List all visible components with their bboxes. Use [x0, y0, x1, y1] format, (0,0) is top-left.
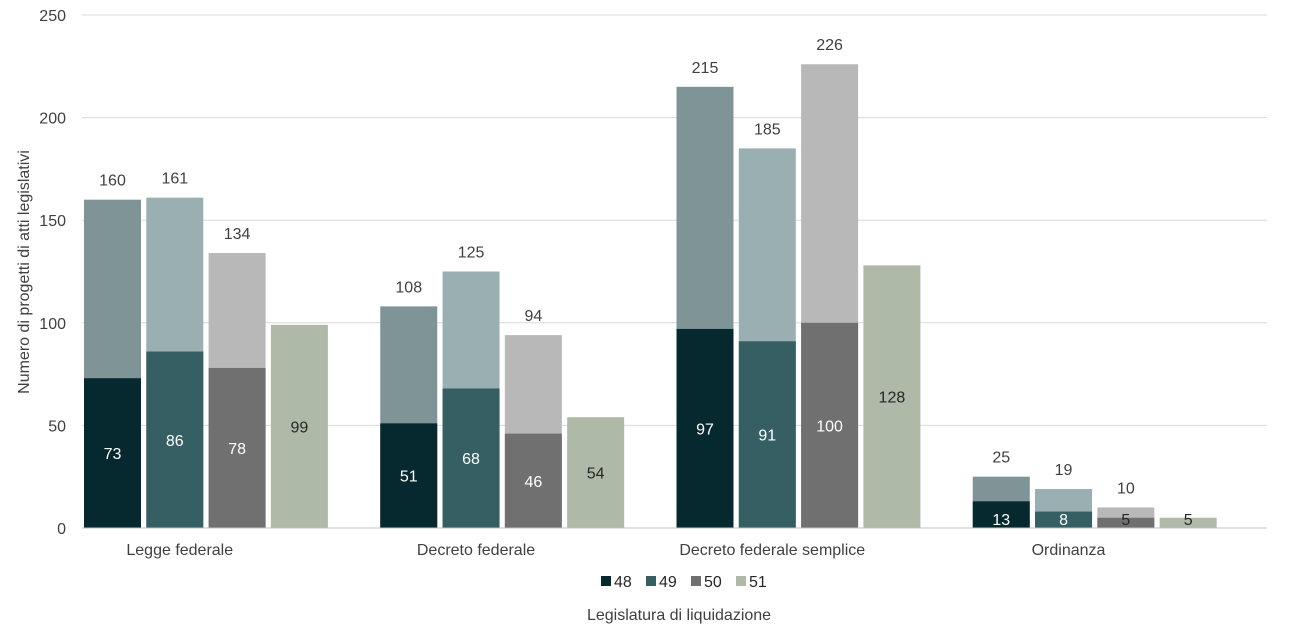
- total-label: 215: [692, 60, 719, 77]
- x-axis-title: Legislatura di liquidazione: [587, 607, 771, 624]
- y-tick-label: 0: [57, 521, 66, 538]
- category-label: Decreto federale semplice: [679, 542, 865, 559]
- total-label: 10: [1117, 480, 1135, 497]
- bar-48: [972, 501, 1030, 528]
- y-tick-label: 200: [39, 111, 66, 128]
- gridlines: [82, 14, 1267, 426]
- value-label: 68: [462, 451, 480, 468]
- y-tick-label: 100: [39, 316, 66, 333]
- bar-51: [1159, 517, 1217, 528]
- total-label: 185: [754, 121, 781, 138]
- value-label: 46: [524, 474, 542, 491]
- value-label: 91: [758, 428, 776, 445]
- legend-swatch-51: [736, 576, 746, 586]
- bar-48: [380, 423, 438, 528]
- category-label: Legge federale: [126, 542, 233, 559]
- legend-swatch-49: [646, 576, 656, 586]
- bar-51: [567, 417, 625, 528]
- legend-swatch-50: [691, 576, 701, 586]
- bar-48: [676, 328, 734, 528]
- y-axis-title: Numero di progetti di atti legislativi: [16, 150, 33, 394]
- y-tick-label: 50: [48, 418, 66, 435]
- value-label: 128: [879, 390, 906, 407]
- bar-48: [84, 378, 141, 528]
- bar-49: [146, 351, 204, 528]
- bar-50: [1097, 517, 1155, 528]
- value-label: 86: [166, 433, 184, 450]
- value-label: 99: [291, 419, 309, 436]
- legend-label: 51: [749, 574, 767, 591]
- axes: 0 50 100 150 200 250 Legge federale Decreto fed…: [39, 8, 1267, 559]
- y-tick-label: 250: [39, 8, 66, 25]
- bar-49: [442, 388, 500, 528]
- bar-50: [208, 367, 266, 528]
- value-label: 78: [228, 441, 246, 458]
- total-label: 108: [395, 279, 422, 296]
- category-label: Ordinanza: [1032, 542, 1106, 559]
- value-label: 73: [104, 446, 122, 463]
- value-label: 97: [696, 421, 714, 438]
- bars: [84, 64, 1217, 529]
- value-label: 100: [816, 418, 843, 435]
- legend-label: 49: [659, 574, 677, 591]
- bar-50: [801, 322, 859, 528]
- total-label: 160: [99, 173, 126, 190]
- value-label: 8: [1059, 512, 1068, 529]
- value-label: 51: [400, 469, 418, 486]
- bar-49: [738, 341, 796, 528]
- total-label: 125: [458, 245, 485, 262]
- total-label: 94: [524, 308, 542, 325]
- value-label: 5: [1184, 512, 1193, 529]
- total-label: 161: [161, 171, 188, 188]
- total-label: 134: [224, 226, 251, 243]
- y-tick-label: 150: [39, 213, 66, 230]
- total-label: 19: [1055, 462, 1073, 479]
- bar-49: [1035, 511, 1093, 528]
- legend-label: 48: [614, 574, 632, 591]
- category-label: Decreto federale: [417, 542, 535, 559]
- value-label: 13: [992, 512, 1010, 529]
- value-label: 54: [587, 466, 605, 483]
- total-label: 25: [992, 450, 1010, 467]
- legend-swatch-48: [601, 576, 611, 586]
- bar-50: [504, 433, 562, 528]
- value-label: 5: [1121, 512, 1130, 529]
- legend-label: 50: [704, 574, 722, 591]
- legend: 48 49 50 51: [601, 574, 767, 591]
- bar-51: [270, 324, 328, 528]
- bar-51: [863, 265, 921, 528]
- total-label: 226: [816, 37, 843, 54]
